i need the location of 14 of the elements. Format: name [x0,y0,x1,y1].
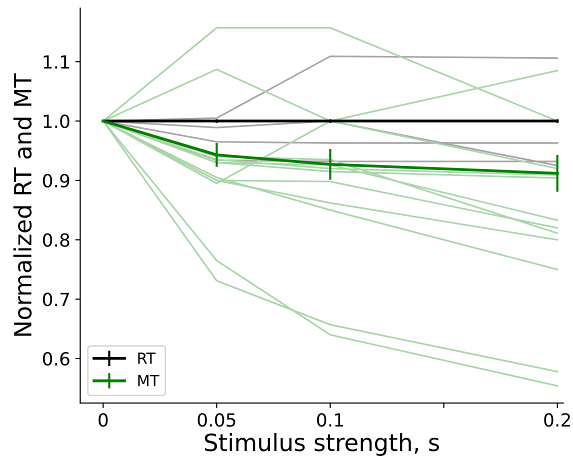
y-axis-title: Normalized RT and MT [13,73,32,336]
y-tick-label: 1.0 [44,114,70,128]
x-tick-label: 0 [98,413,108,427]
x-tick-label: 0.05 [198,413,236,427]
legend-label: RT [138,352,156,364]
x-axis-title: Stimulus strength, s [204,433,440,456]
y-tick-label: 0.8 [42,233,70,247]
x-tick-label: 0.1 [317,413,343,427]
y-tick-label: 0.7 [42,292,69,306]
x-tick-label: 0.2 [544,413,570,427]
legend-label: MT [138,375,160,386]
y-tick-label: 0.9 [42,174,70,188]
y-tick-label: 1.1 [44,55,69,69]
y-tick-label: 0.6 [42,352,70,366]
